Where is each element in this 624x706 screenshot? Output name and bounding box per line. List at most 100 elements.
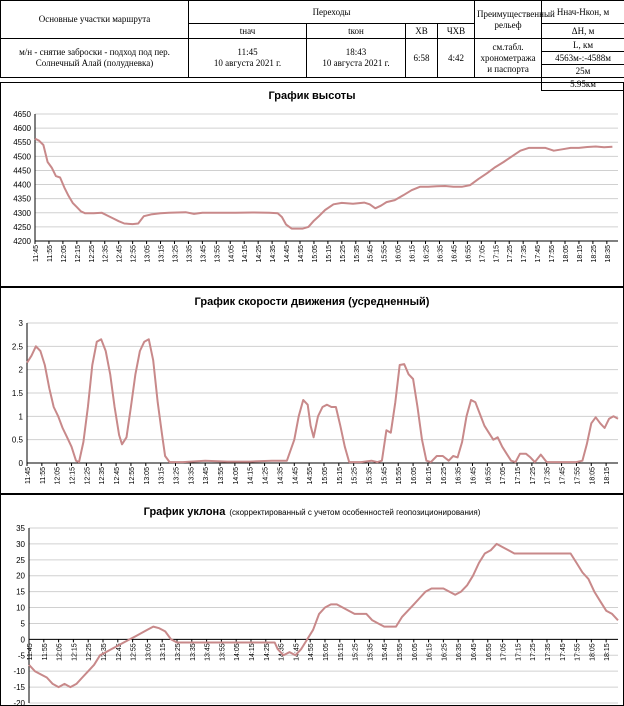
speed-x-tick-label: 13:25 xyxy=(173,467,180,485)
speed-x-tick-label: 14:35 xyxy=(277,467,284,485)
speed-x-tick-label: 14:45 xyxy=(292,467,299,485)
speed-x-tick-label: 14:25 xyxy=(263,467,270,485)
relief-value: см.табл. хронометража и паспорта xyxy=(474,38,543,78)
altitude-y-tick-label: 4650 xyxy=(13,110,31,119)
altitude-x-tick-label: 12:55 xyxy=(131,245,138,263)
slope-x-tick-label: 15:45 xyxy=(382,643,389,661)
altitude-x-tick-label: 15:35 xyxy=(354,245,361,263)
speed-chart: График скорости движения (усредненный) 0… xyxy=(0,287,624,494)
t-start-time: 11:45 xyxy=(237,47,258,57)
slope-x-tick-label: 15:15 xyxy=(338,643,345,661)
hv-value: 6:58 xyxy=(405,38,438,78)
altitude-y-tick-label: 4250 xyxy=(13,223,31,232)
slope-x-tick-label: 13:55 xyxy=(219,643,226,661)
slope-x-tick-label: 13:45 xyxy=(205,643,212,661)
altitude-y-tick-label: 4550 xyxy=(13,138,31,147)
header-length: L, км xyxy=(541,38,624,52)
speed-x-tick-label: 17:15 xyxy=(515,467,522,485)
slope-x-tick-label: 17:55 xyxy=(575,643,582,661)
slope-series-line xyxy=(28,542,619,689)
altitude-x-tick-label: 12:45 xyxy=(117,245,124,263)
dh-value: 25м xyxy=(541,64,624,78)
altitude-x-tick-label: 16:35 xyxy=(437,245,444,263)
slope-chart-svg: График уклона (скорректированный с учетом… xyxy=(13,506,619,705)
slope-x-tick-label: 11:45 xyxy=(27,643,34,660)
speed-x-tick-label: 12:15 xyxy=(70,467,77,485)
speed-x-tick-label: 12:35 xyxy=(99,467,106,485)
slope-x-tick-label: 16:45 xyxy=(471,643,478,661)
slope-x-tick-label: 15:25 xyxy=(353,643,360,661)
slope-y-tick-label: 35 xyxy=(16,524,25,533)
altitude-x-tick-label: 13:25 xyxy=(172,245,179,263)
slope-y-tick-label: 5 xyxy=(21,619,26,628)
altitude-x-tick-label: 15:45 xyxy=(368,245,375,263)
slope-x-tick-label: 15:55 xyxy=(397,643,404,661)
slope-x-tick-label: 12:55 xyxy=(131,643,138,661)
slope-x-tick-label: 16:35 xyxy=(456,643,463,661)
altitude-x-tick-label: 15:05 xyxy=(312,245,319,263)
altitude-x-tick-label: 14:15 xyxy=(242,245,249,263)
altitude-y-tick-label: 4600 xyxy=(13,124,31,133)
altitude-x-tick-label: 14:55 xyxy=(298,245,305,263)
speed-x-tick-label: 12:45 xyxy=(114,467,121,485)
slope-x-tick-label: 13:35 xyxy=(190,643,197,661)
slope-x-tick-label: 15:35 xyxy=(367,643,374,661)
altitude-x-tick-label: 16:45 xyxy=(451,245,458,263)
altitude-x-tick-label: 17:15 xyxy=(493,245,500,263)
slope-x-tick-label: 16:25 xyxy=(441,643,448,661)
altitude-x-tick-label: 14:35 xyxy=(270,245,277,263)
speed-chart-title: График скорости движения (усредненный) xyxy=(195,296,430,308)
altitude-y-tick-label: 4200 xyxy=(13,237,31,246)
altitude-y-tick-label: 4450 xyxy=(13,166,31,175)
speed-y-tick-label: 0.5 xyxy=(12,436,24,445)
header-route: Основные участки маршрута xyxy=(0,0,189,39)
speed-x-tick-label: 14:05 xyxy=(233,467,240,485)
speed-x-tick-label: 18:15 xyxy=(604,467,611,485)
altitude-series-line xyxy=(34,137,613,230)
altitude-x-tick-label: 12:35 xyxy=(103,245,110,263)
speed-y-tick-label: 2.5 xyxy=(12,342,24,351)
altitude-x-tick-label: 12:25 xyxy=(89,245,96,263)
altitude-x-tick-label: 14:45 xyxy=(284,245,291,263)
speed-x-tick-label: 15:15 xyxy=(337,467,344,485)
speed-x-tick-label: 16:55 xyxy=(485,467,492,485)
header-dh: ΔН, м xyxy=(541,23,624,39)
altitude-x-tick-label: 18:15 xyxy=(577,245,584,263)
speed-series-line xyxy=(26,338,619,464)
slope-x-tick-label: 14:25 xyxy=(264,643,271,661)
header-chv: ЧХВ xyxy=(436,23,476,39)
slope-x-tick-label: 18:15 xyxy=(604,643,611,661)
altitude-y-tick-label: 4400 xyxy=(13,181,31,190)
altitude-x-tick-label: 16:15 xyxy=(410,245,417,263)
header-transitions: Переходы xyxy=(187,0,476,24)
altitude-x-tick-label: 13:15 xyxy=(159,245,166,263)
slope-x-tick-label: 17:05 xyxy=(501,643,508,661)
speed-x-tick-label: 17:35 xyxy=(545,467,552,485)
altitude-chart-title: График высоты xyxy=(268,90,355,102)
slope-x-tick-label: 18:05 xyxy=(589,643,596,661)
altitude-x-tick-label: 11:45 xyxy=(33,245,40,262)
speed-x-tick-label: 11:55 xyxy=(40,467,47,484)
altitude-x-tick-label: 12:05 xyxy=(61,245,68,263)
speed-x-tick-label: 16:45 xyxy=(470,467,477,485)
speed-x-tick-label: 13:35 xyxy=(188,467,195,485)
slope-y-tick-label: -20 xyxy=(13,699,25,705)
slope-x-tick-label: 14:55 xyxy=(308,643,315,661)
route-segment: м/н - снятие заброски - подход под пер. … xyxy=(0,38,189,78)
altitude-x-tick-label: 16:25 xyxy=(424,245,431,263)
slope-chart-subtitle: (скорректированный с учетом особенностей… xyxy=(229,508,480,517)
speed-x-tick-label: 17:55 xyxy=(574,467,581,485)
slope-x-tick-label: 16:55 xyxy=(486,643,493,661)
altitude-x-tick-label: 11:55 xyxy=(47,245,54,262)
slope-y-tick-label: -15 xyxy=(13,683,25,692)
slope-y-tick-label: -10 xyxy=(13,667,25,676)
slope-x-tick-label: 12:15 xyxy=(71,643,78,661)
slope-y-tick-label: -5 xyxy=(18,651,26,660)
altitude-x-tick-label: 18:05 xyxy=(563,245,570,263)
speed-x-tick-label: 13:55 xyxy=(218,467,225,485)
altitude-x-tick-label: 16:55 xyxy=(465,245,472,263)
speed-x-tick-label: 16:15 xyxy=(426,467,433,485)
speed-y-tick-label: 1 xyxy=(19,412,24,421)
speed-x-tick-label: 14:15 xyxy=(248,467,255,485)
altitude-x-tick-label: 17:55 xyxy=(549,245,556,263)
